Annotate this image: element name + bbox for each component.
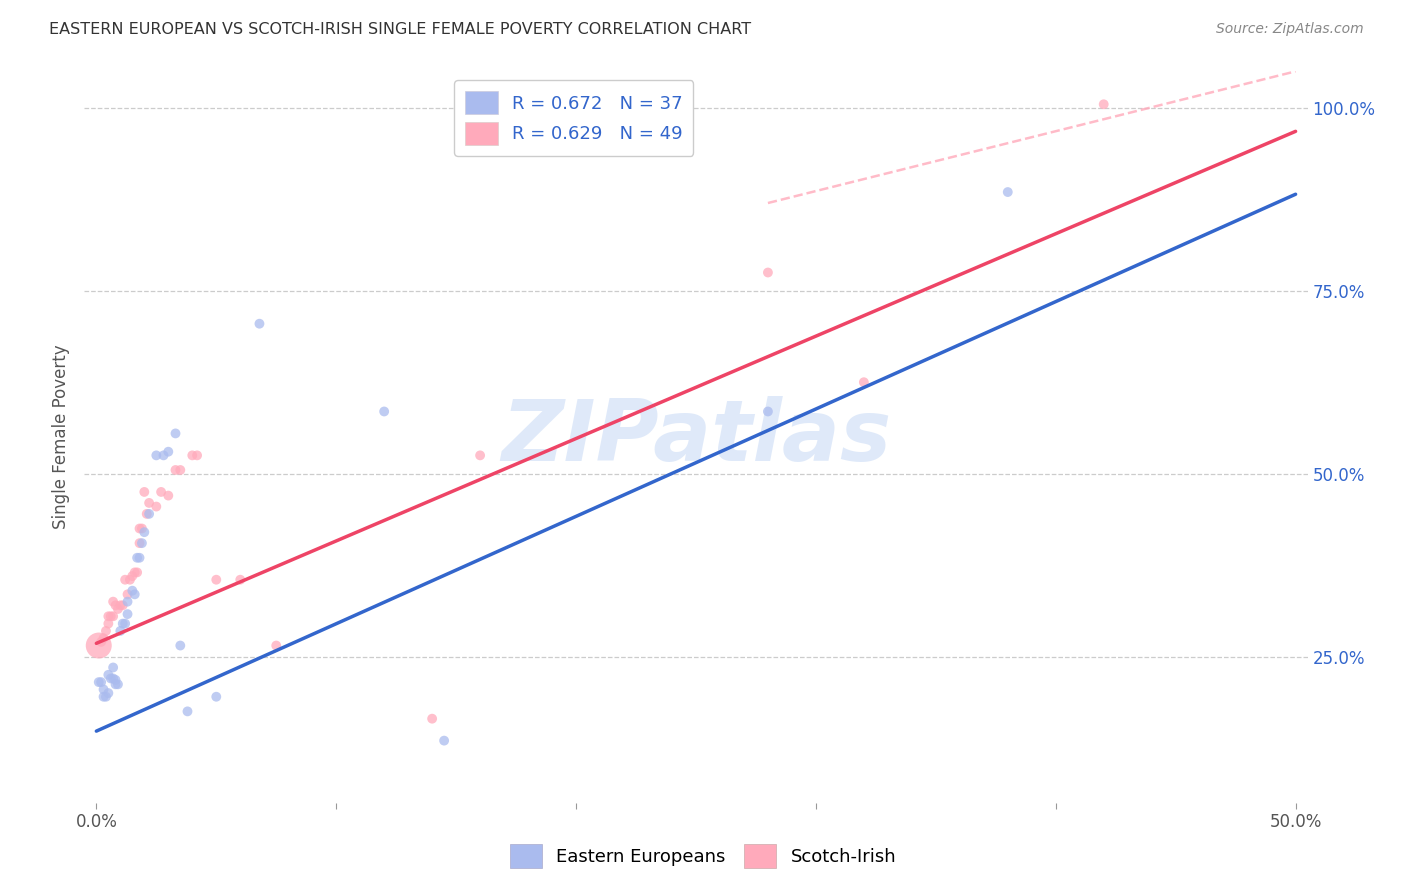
Point <box>134 485 156 500</box>
Point <box>249 317 271 331</box>
Point <box>118 573 141 587</box>
Point <box>124 587 146 601</box>
Point <box>114 573 136 587</box>
Point <box>138 507 160 521</box>
Point <box>93 690 115 704</box>
Point <box>97 609 120 624</box>
Point <box>205 690 228 704</box>
Point <box>127 566 149 580</box>
Point <box>152 448 174 462</box>
Point <box>420 712 443 726</box>
Point <box>121 569 143 583</box>
Point <box>229 573 252 587</box>
Point <box>94 624 117 638</box>
Point <box>101 660 124 674</box>
Point <box>121 583 143 598</box>
Point <box>264 639 287 653</box>
Point <box>117 594 139 608</box>
Point <box>90 675 112 690</box>
Text: Source: ZipAtlas.com: Source: ZipAtlas.com <box>1216 22 1364 37</box>
Point <box>97 686 120 700</box>
Point <box>100 672 122 686</box>
Point <box>128 550 150 565</box>
Point <box>93 632 115 646</box>
Point <box>433 733 456 747</box>
Point <box>97 616 120 631</box>
Text: ZIPatlas: ZIPatlas <box>501 395 891 479</box>
Point <box>97 667 120 681</box>
Point <box>90 635 112 649</box>
Point <box>107 602 129 616</box>
Point <box>165 426 187 441</box>
Point <box>1092 97 1115 112</box>
Point <box>157 444 180 458</box>
Point <box>117 587 139 601</box>
Point <box>87 675 110 690</box>
Point <box>127 550 149 565</box>
Point <box>114 616 136 631</box>
Point <box>128 536 150 550</box>
Legend: R = 0.672   N = 37, R = 0.629   N = 49: R = 0.672 N = 37, R = 0.629 N = 49 <box>454 80 693 156</box>
Point <box>176 705 198 719</box>
Point <box>852 375 875 389</box>
Point <box>124 566 146 580</box>
Point <box>117 607 139 621</box>
Point <box>169 463 191 477</box>
Point <box>104 673 127 687</box>
Point <box>181 448 204 462</box>
Point <box>373 404 395 418</box>
Point <box>104 677 127 691</box>
Point <box>93 682 115 697</box>
Point <box>169 639 191 653</box>
Point <box>186 448 208 462</box>
Point <box>110 599 132 613</box>
Point <box>87 639 110 653</box>
Text: EASTERN EUROPEAN VS SCOTCH-IRISH SINGLE FEMALE POVERTY CORRELATION CHART: EASTERN EUROPEAN VS SCOTCH-IRISH SINGLE … <box>49 22 751 37</box>
Point <box>100 609 122 624</box>
Point <box>104 599 127 613</box>
Point <box>145 448 167 462</box>
Point <box>131 521 153 535</box>
Point <box>101 672 124 686</box>
Point <box>468 448 491 462</box>
Legend: Eastern Europeans, Scotch-Irish: Eastern Europeans, Scotch-Irish <box>499 834 907 879</box>
Point <box>997 185 1019 199</box>
Point <box>150 485 173 500</box>
Point <box>756 404 779 418</box>
Point <box>138 496 160 510</box>
Point <box>205 573 228 587</box>
Point <box>145 500 167 514</box>
Point <box>107 677 129 691</box>
Point <box>131 536 153 550</box>
Point <box>111 616 134 631</box>
Point <box>110 624 132 638</box>
Point <box>756 266 779 280</box>
Point <box>165 463 187 477</box>
Point <box>134 525 156 540</box>
Point <box>111 599 134 613</box>
Point <box>94 690 117 704</box>
Point <box>101 594 124 608</box>
Point <box>135 507 157 521</box>
Point <box>157 489 180 503</box>
Point <box>128 521 150 535</box>
Y-axis label: Single Female Poverty: Single Female Poverty <box>52 345 70 529</box>
Point <box>101 609 124 624</box>
